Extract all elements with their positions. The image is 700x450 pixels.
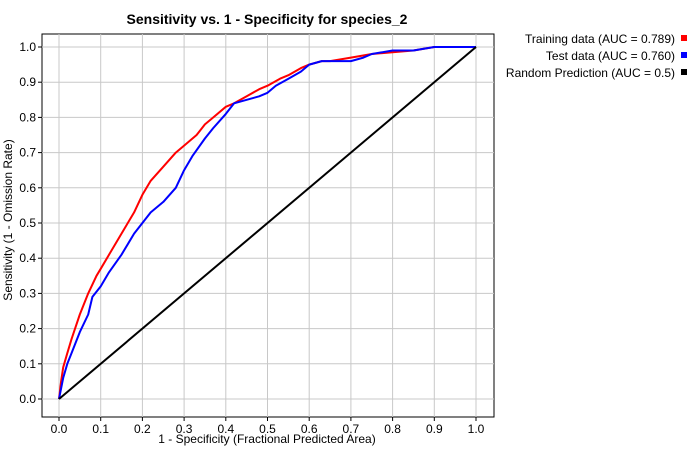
ticks: 0.0 0.1 0.2 0.3 0.4 0.5 0.6 0.7 0.8 0.9 1.0 0.0 0.1 0… (19, 40, 484, 436)
y-tick-label: 0.9 (19, 75, 36, 89)
y-tick-label: 0.0 (19, 392, 36, 406)
legend-label: Random Prediction (AUC = 0.5) (506, 66, 675, 80)
y-axis-title: Sensitivity (1 - Omission Rate) (1, 139, 15, 300)
y-tick-label: 1.0 (19, 40, 36, 54)
x-tick-label: 0.6 (301, 422, 318, 436)
x-tick-label: 0.7 (343, 422, 360, 436)
x-tick-label: 0.3 (176, 422, 193, 436)
y-tick-label: 0.5 (19, 216, 36, 230)
legend-label: Test data (AUC = 0.760) (546, 49, 675, 63)
x-tick-label: 0.9 (426, 422, 443, 436)
y-tick-label: 0.6 (19, 181, 36, 195)
series-line-test (58, 46, 476, 400)
chart-title: Sensitivity vs. 1 - Specificity for spec… (127, 11, 408, 27)
legend-label: Training data (AUC = 0.789) (525, 32, 675, 46)
x-tick-label: 0.0 (51, 422, 68, 436)
y-tick-label: 0.1 (19, 357, 36, 371)
y-tick-label: 0.8 (19, 110, 36, 124)
series-line-training (58, 46, 476, 400)
y-tick-label: 0.3 (19, 286, 36, 300)
x-tick-label: 0.4 (217, 422, 234, 436)
legend-swatch (681, 69, 687, 75)
legend-swatch (681, 35, 687, 41)
y-tick-label: 0.7 (19, 146, 36, 160)
grid (42, 34, 494, 417)
x-tick-label: 0.1 (92, 422, 109, 436)
y-tick-label: 0.4 (19, 251, 36, 265)
x-tick-label: 0.2 (134, 422, 151, 436)
x-tick-label: 0.8 (384, 422, 401, 436)
y-tick-label: 0.2 (19, 322, 36, 336)
legend: Training data (AUC = 0.789) Test data (AU… (506, 32, 687, 80)
x-tick-label: 0.5 (259, 422, 276, 436)
x-axis-title: 1 - Specificity (Fractional Predicted Ar… (158, 432, 375, 446)
series-lines (58, 46, 477, 400)
legend-swatch (681, 52, 687, 58)
series-line-random (58, 46, 477, 400)
x-tick-label: 1.0 (468, 422, 485, 436)
